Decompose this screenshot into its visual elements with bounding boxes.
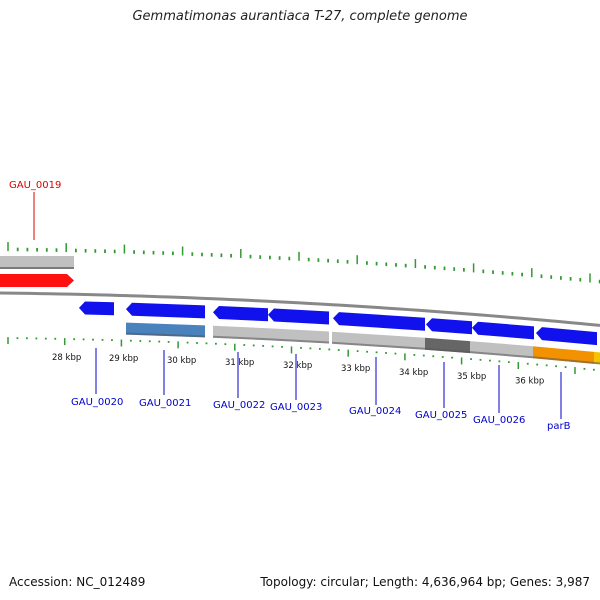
gene-band-shadow <box>0 267 74 269</box>
gene-label-gau-0019: GAU_0019 <box>9 180 61 191</box>
scale-label: 33 kbp <box>341 364 370 374</box>
scale-labels: 28 kbp 29 kbp 30 kbp 31 kbp 32 kbp 33 kbp 34 k… <box>52 353 544 387</box>
gene-band-shadow <box>533 356 594 364</box>
accession-label: Accession: NC_012489 <box>9 575 146 589</box>
gene-label-gau-0021: GAU_0021 <box>139 398 191 409</box>
genome-backbone <box>0 291 600 327</box>
gene-label-gau-0024: GAU_0024 <box>349 406 401 417</box>
gene-band <box>594 351 600 365</box>
gene-band-shadow <box>594 361 600 365</box>
gene-arrows <box>79 301 597 346</box>
gene-label-gau-0025: GAU_0025 <box>415 410 467 421</box>
gene-band-shadow <box>425 347 470 354</box>
gene-arrow-gau-0019 <box>0 274 74 287</box>
scale-label: 36 kbp <box>515 377 544 387</box>
gene-band <box>332 331 425 350</box>
gene-band-shadow <box>268 338 329 344</box>
gene-arrow <box>333 312 425 331</box>
gene-label-gau-0022: GAU_0022 <box>213 400 265 411</box>
feature-bands <box>0 256 600 365</box>
gene-band-shadow <box>213 335 268 341</box>
gene-arrow <box>213 305 268 322</box>
scale-label: 35 kbp <box>457 372 486 382</box>
scale-label: 30 kbp <box>167 356 196 366</box>
topology-label: Topology: circular; Length: 4,636,964 bp… <box>260 575 590 589</box>
gene-label-parb: parB <box>547 421 571 432</box>
gene-band-shadow <box>126 332 205 338</box>
gene-arrow <box>472 321 534 340</box>
scale-label: 31 kbp <box>225 358 254 368</box>
gene-label-gau-0023: GAU_0023 <box>270 402 322 413</box>
gene-band-shadow <box>470 351 533 359</box>
scale-label: 29 kbp <box>109 354 138 364</box>
gene-arrow <box>268 308 329 325</box>
gene-band-gau-0019 <box>0 256 74 269</box>
gene-band-shadow <box>332 341 425 350</box>
gene-label-gau-0026: GAU_0026 <box>473 415 525 426</box>
inner-ruler <box>7 337 595 375</box>
scale-label: 32 kbp <box>283 361 312 371</box>
gene-arrow <box>536 327 597 346</box>
gene-arrow <box>426 318 472 335</box>
gene-arrow <box>126 302 205 319</box>
gene-label-gau-0020: GAU_0020 <box>71 397 123 408</box>
backbone-line <box>0 291 600 327</box>
gene-callouts: GAU_0019 GAU_0020 GAU_0021 GAU_0022 GAU_0023… <box>9 180 571 432</box>
scale-label: 28 kbp <box>52 353 81 363</box>
gene-arrow <box>79 301 114 316</box>
scale-label: 34 kbp <box>399 368 428 378</box>
genome-title: Gemmatimonas aurantiaca T-27, complete g… <box>132 9 468 24</box>
outer-ruler <box>7 242 600 284</box>
